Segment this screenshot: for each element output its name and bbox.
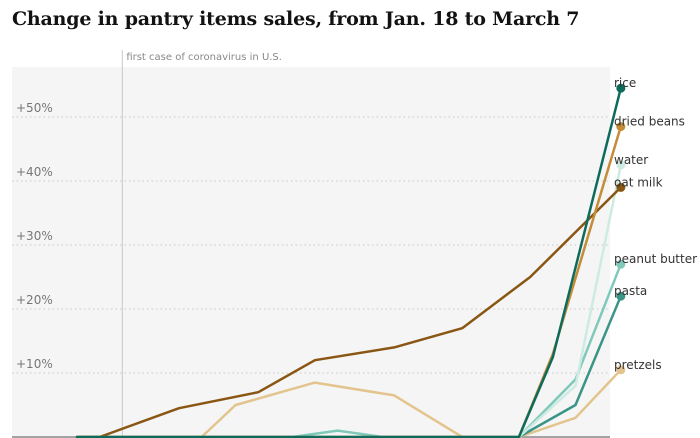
series-label-dried-beans: dried beans <box>614 115 685 129</box>
series-end-dot-pasta <box>616 291 626 301</box>
first-case-annotation: first case of coronavirus in U.S. <box>126 52 282 63</box>
y-tick-label: +50% <box>16 101 53 115</box>
chart-title: Change in pantry items sales, from Jan. … <box>12 8 580 30</box>
series-label-pretzels: pretzels <box>614 358 662 372</box>
series-end-dot-oat-milk <box>616 182 626 192</box>
series-line-oat-milk <box>75 186 623 438</box>
series-end-dot-rice <box>616 83 626 93</box>
series-label-rice: rice <box>614 76 636 90</box>
plot-background <box>12 67 610 438</box>
series-line-rice <box>75 86 623 438</box>
y-tick-label: +40% <box>16 165 53 179</box>
series-end-dot-peanut-butter <box>616 259 626 269</box>
y-tick-label: +20% <box>16 293 53 307</box>
series-end-dot-water <box>616 160 626 170</box>
y-tick-label: +10% <box>16 357 53 371</box>
series-label-pasta: pasta <box>614 284 647 298</box>
series-label-oat-milk: oat milk <box>614 175 663 189</box>
y-tick-label: +30% <box>16 229 53 243</box>
series-label-water: water <box>614 153 648 167</box>
series-end-dot-pretzels <box>616 365 626 375</box>
series-end-dot-dried-beans <box>616 122 626 132</box>
series-label-peanut-butter: peanut butter <box>614 252 697 266</box>
